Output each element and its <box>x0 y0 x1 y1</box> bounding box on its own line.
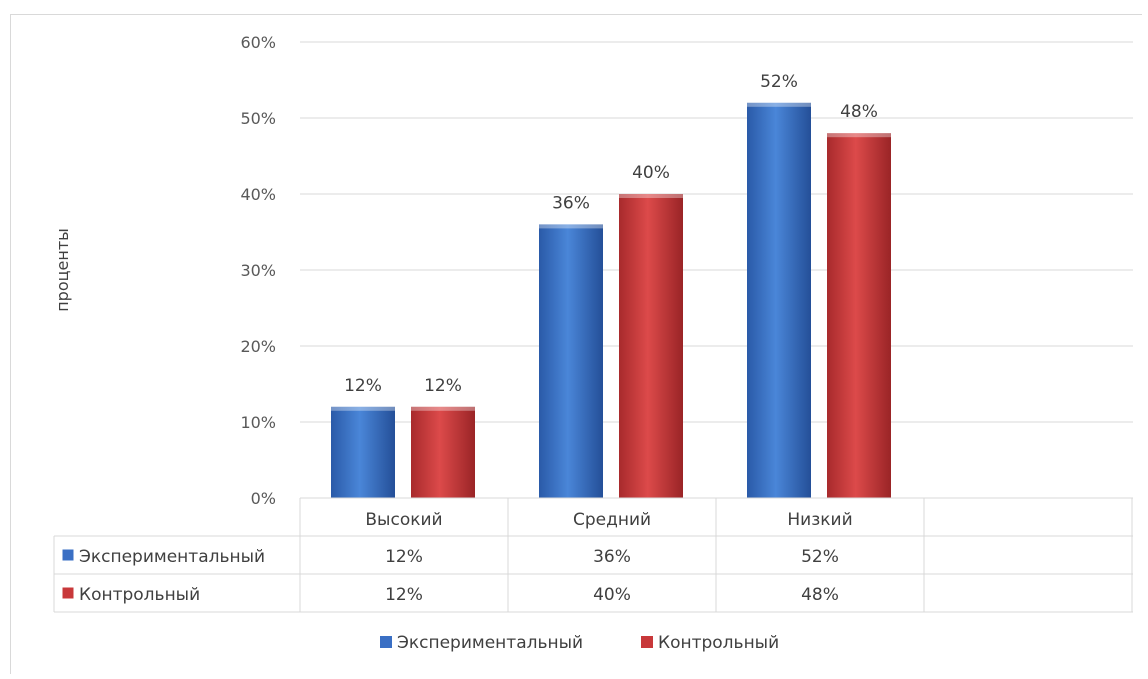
bar <box>747 102 811 499</box>
y-tick-label: 50% <box>240 109 276 128</box>
bar-top-highlight <box>539 224 603 229</box>
legend-label: Контрольный <box>658 633 779 653</box>
y-axis-title: проценты <box>53 228 72 312</box>
table-cell-value: 12% <box>385 547 423 567</box>
y-tick-label: 10% <box>240 413 276 432</box>
bar <box>411 406 475 498</box>
y-tick-label: 20% <box>240 337 276 356</box>
data-label: 48% <box>840 102 878 122</box>
table-legend-swatch <box>61 586 75 600</box>
table-legend-swatch <box>61 548 75 562</box>
bar-top-highlight <box>747 102 811 107</box>
table-cell-value: 40% <box>593 585 631 605</box>
table-cell-value: 48% <box>801 585 839 605</box>
data-label: 36% <box>552 193 590 213</box>
table-series-name: Контрольный <box>79 585 200 605</box>
y-tick-label: 60% <box>240 33 276 52</box>
bar-top-highlight <box>411 406 475 411</box>
bar <box>827 133 891 498</box>
table-cell-value: 12% <box>385 585 423 605</box>
bar <box>331 406 395 498</box>
data-label: 52% <box>760 72 798 92</box>
legend-swatch <box>641 636 653 648</box>
y-tick-label: 0% <box>251 489 276 508</box>
table-cell-value: 36% <box>593 547 631 567</box>
bar-top-highlight <box>827 133 891 138</box>
y-tick-label: 40% <box>240 185 276 204</box>
bar <box>619 194 683 498</box>
bar-top-highlight <box>331 406 395 411</box>
bar <box>539 224 603 498</box>
category-label: Высокий <box>365 510 442 530</box>
category-label: Низкий <box>787 510 852 530</box>
table-cell-value: 52% <box>801 547 839 567</box>
data-label: 12% <box>344 376 382 396</box>
legend-label: Экспериментальный <box>397 633 583 653</box>
category-label: Средний <box>573 510 651 530</box>
y-tick-label: 30% <box>240 261 276 280</box>
data-label: 12% <box>424 376 462 396</box>
legend-swatch <box>380 636 392 648</box>
bar-top-highlight <box>619 194 683 198</box>
table-series-name: Экспериментальный <box>79 547 265 567</box>
data-label: 40% <box>632 163 670 183</box>
